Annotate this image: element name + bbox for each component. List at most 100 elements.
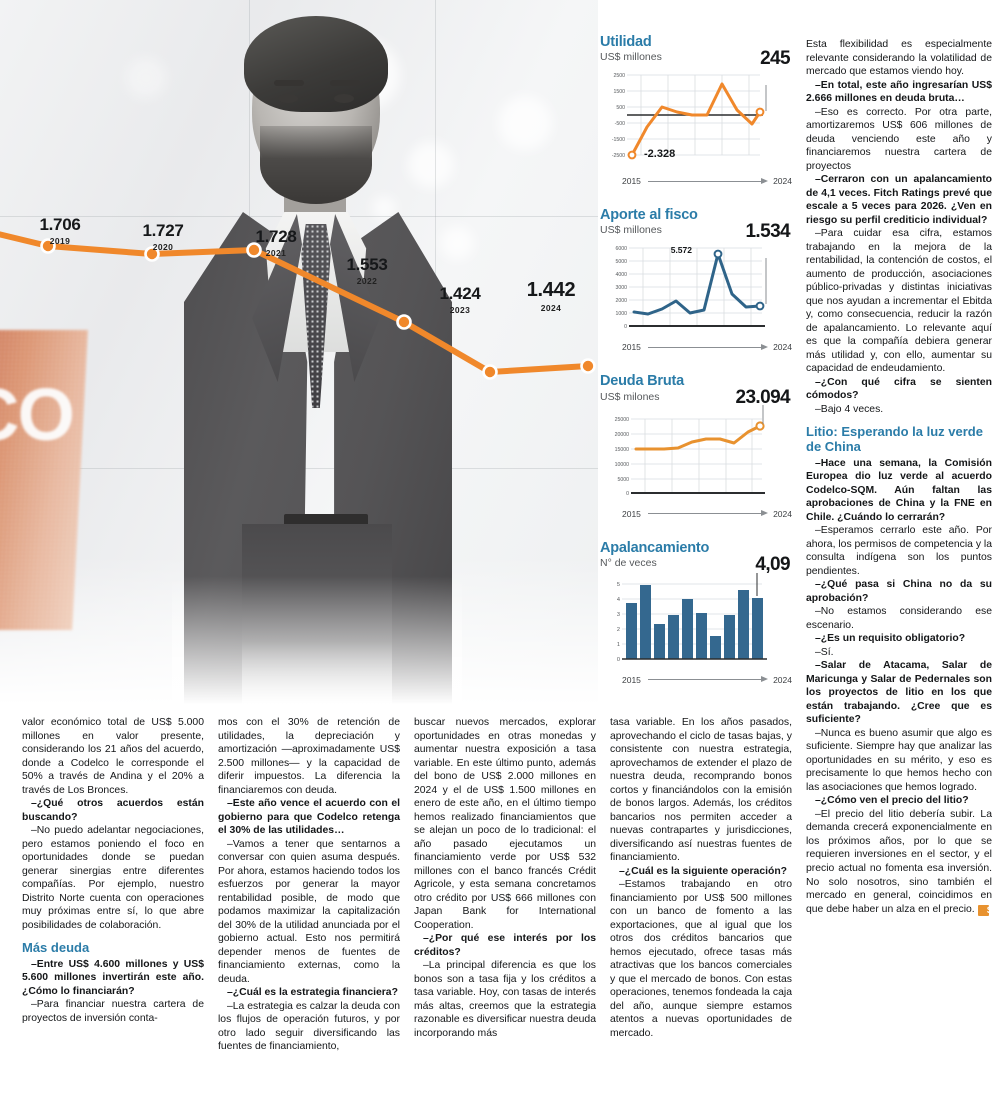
bottom-column-4: tasa variable. En los años pasados, apro… [610, 716, 792, 1054]
interview-answer: –Nunca es bueno asumir que algo es sufic… [806, 727, 992, 793]
final-answer-text: –El precio del litio debería subir. La d… [806, 808, 992, 915]
portrait-figure [172, 16, 462, 712]
bokeh-dot [408, 142, 454, 188]
gridlines [631, 418, 762, 493]
bars [626, 584, 763, 659]
y-tick-labels: 2500 1500 500 -500 -1500 -2500 [612, 73, 625, 159]
paragraph: mos con el 30% de retención de utilidade… [218, 717, 400, 796]
chart-deuda-svg: 25000 20000 15000 10000 5000 0 [615, 404, 765, 497]
svg-text:2500: 2500 [613, 73, 625, 79]
series-line [634, 424, 762, 451]
interview-answer: –La principal diferencia es que los bono… [414, 960, 596, 1039]
chart-aporte-xaxis: 2015 2024 [600, 342, 792, 352]
bokeh-dot [498, 96, 552, 150]
interview-answer: –No puedo adelantar negociaciones, pero … [22, 825, 204, 931]
interview-question: –Este año vence el acuerdo con el gobier… [218, 798, 400, 837]
interview-answer: –Sí. [815, 646, 834, 658]
interview-question: –¿Cuál es la siguiente operación? [619, 865, 788, 877]
chart-aporte-highlight: 1.534 [745, 221, 790, 243]
y-tick-labels: 25000 20000 15000 10000 5000 0 [615, 417, 630, 497]
series-line [630, 82, 762, 157]
interview-answer: –Para financiar nuestra cartera de proye… [22, 999, 204, 1024]
chart-utilidad-title: Utilidad [600, 34, 652, 50]
chart-utilidad: Utilidad US$ millones 245 2500 1500 500 -5… [600, 34, 792, 186]
x-start-label: 2015 [622, 508, 641, 519]
hero-photo: CO [0, 0, 598, 712]
portrait-hair [244, 16, 388, 112]
chart-apalancamiento-svg: 5 4 3 2 1 0 [617, 572, 767, 663]
paragraph: valor económico total de US$ 5.000 millo… [22, 717, 204, 796]
chart-aporte-subtitle: US$ millones [600, 224, 662, 237]
svg-text:4000: 4000 [615, 272, 627, 278]
series-line [632, 252, 762, 316]
section-heading-mas-deuda: Más deuda [22, 940, 90, 956]
svg-text:6000: 6000 [615, 246, 627, 252]
svg-text:500: 500 [616, 105, 625, 111]
chart-deuda-xaxis: 2015 2024 [600, 509, 792, 519]
codelco-sign-text: CO [0, 373, 75, 456]
marker-peak [713, 250, 723, 259]
chart-apalancamiento: Apalancamiento N° de veces 4,09 5 4 3 2 1 0 [600, 540, 792, 685]
svg-text:0: 0 [617, 657, 620, 663]
interview-question: –¿Con qué cifra se sienten cómodos? [806, 376, 992, 402]
y-tick-labels: 6000 5000 4000 3000 2000 1000 0 [615, 246, 627, 330]
interview-question: –En total, este año ingresarían US$ 2.66… [806, 79, 992, 105]
x-end-label: 2024 [773, 674, 792, 685]
svg-text:2: 2 [617, 627, 620, 633]
svg-text:-500: -500 [615, 121, 625, 127]
x-start-label: 2015 [622, 674, 641, 685]
end-mark-icon: S [977, 904, 993, 916]
interview-answer: –No estamos considerando ese escenario. [806, 606, 992, 631]
svg-text:20000: 20000 [615, 432, 630, 438]
chart-apalancamiento-subtitle: N° de veces [600, 556, 657, 569]
svg-text:1500: 1500 [613, 89, 625, 95]
x-end-label: 2024 [773, 342, 792, 353]
svg-text:1: 1 [617, 642, 620, 648]
bottom-column-1: valor económico total de US$ 5.000 millo… [22, 716, 204, 1054]
interview-question: –¿Cuál es la estrategia financiera? [227, 987, 398, 999]
svg-text:0: 0 [626, 491, 629, 497]
interview-question: –¿Qué otros acuerdos están buscando? [22, 798, 204, 823]
y-tick-labels: 5 4 3 2 1 0 [617, 582, 620, 663]
interview-answer: –Estamos trabajando en otro financiamien… [610, 879, 792, 1039]
portrait-beard [260, 126, 372, 204]
interview-question: –¿Cómo ven el precio del litio? [815, 795, 969, 807]
interview-question: –¿Es un requisito obligatorio? [815, 633, 966, 645]
marker-last [755, 107, 765, 117]
chart-deuda-title: Deuda Bruta [600, 373, 685, 390]
bottom-column-3: buscar nuevos mercados, explorar oportun… [414, 716, 596, 1054]
svg-text:-1500: -1500 [612, 137, 625, 143]
bottom-text-grid: valor económico total de US$ 5.000 millo… [22, 716, 792, 1054]
portrait-eye-left [278, 94, 298, 103]
svg-text:2000: 2000 [615, 298, 627, 304]
marker-first [627, 150, 637, 160]
svg-text:-2500: -2500 [612, 153, 625, 159]
chart-deuda-subtitle: US$ milones [600, 390, 660, 403]
x-end-label: 2024 [773, 176, 792, 187]
chart-deuda-bruta: Deuda Bruta US$ milones 23.094 25000 2000… [600, 373, 792, 518]
interview-answer: –Bajo 4 veces. [815, 403, 884, 415]
svg-text:5: 5 [617, 582, 620, 588]
chart-apalancamiento-title: Apalancamiento [600, 539, 710, 556]
interview-answer: –Esperamos cerrarlo este año. Por ahora,… [806, 525, 992, 577]
chart-apalancamiento-xaxis: 2015 2024 [600, 675, 792, 685]
interview-question: –¿Por qué ese interés por los créditos? [414, 933, 596, 958]
portrait-bottom-fade [172, 576, 462, 712]
annotation-peak: 5.572 [671, 245, 693, 255]
interview-answer-final: –El precio del litio debería subir. La d… [806, 808, 993, 916]
bokeh-dot [372, 196, 396, 220]
paragraph: tasa variable. En los años pasados, apro… [610, 717, 792, 864]
interview-question: –Entre US$ 4.600 millones y US$ 5.600 mi… [22, 958, 204, 997]
chart-utilidad-svg: 2500 1500 500 -500 -1500 -2500 -2.328 [612, 73, 767, 160]
chart-aporte-title: Aporte al fisco [600, 207, 698, 224]
axis-arrow-icon [646, 343, 769, 351]
chart-utilidad-subtitle: US$ millones [600, 51, 662, 64]
interview-answer: –Para cuidar esa cifra, estamos trabajan… [806, 228, 992, 375]
chart-apalancamiento-highlight: 4,09 [755, 553, 790, 575]
annotation-min: -2.328 [644, 148, 675, 160]
chart-utilidad-highlight: 245 [760, 48, 791, 69]
mini-charts-column: Utilidad US$ millones 245 2500 1500 500 -5… [600, 34, 792, 706]
portrait-eye-right [334, 94, 354, 103]
chart-aporte-fisco: Aporte al fisco US$ millones 1.534 6000 5… [600, 207, 792, 352]
chart-utilidad-xaxis: 2015 2024 [600, 176, 792, 186]
